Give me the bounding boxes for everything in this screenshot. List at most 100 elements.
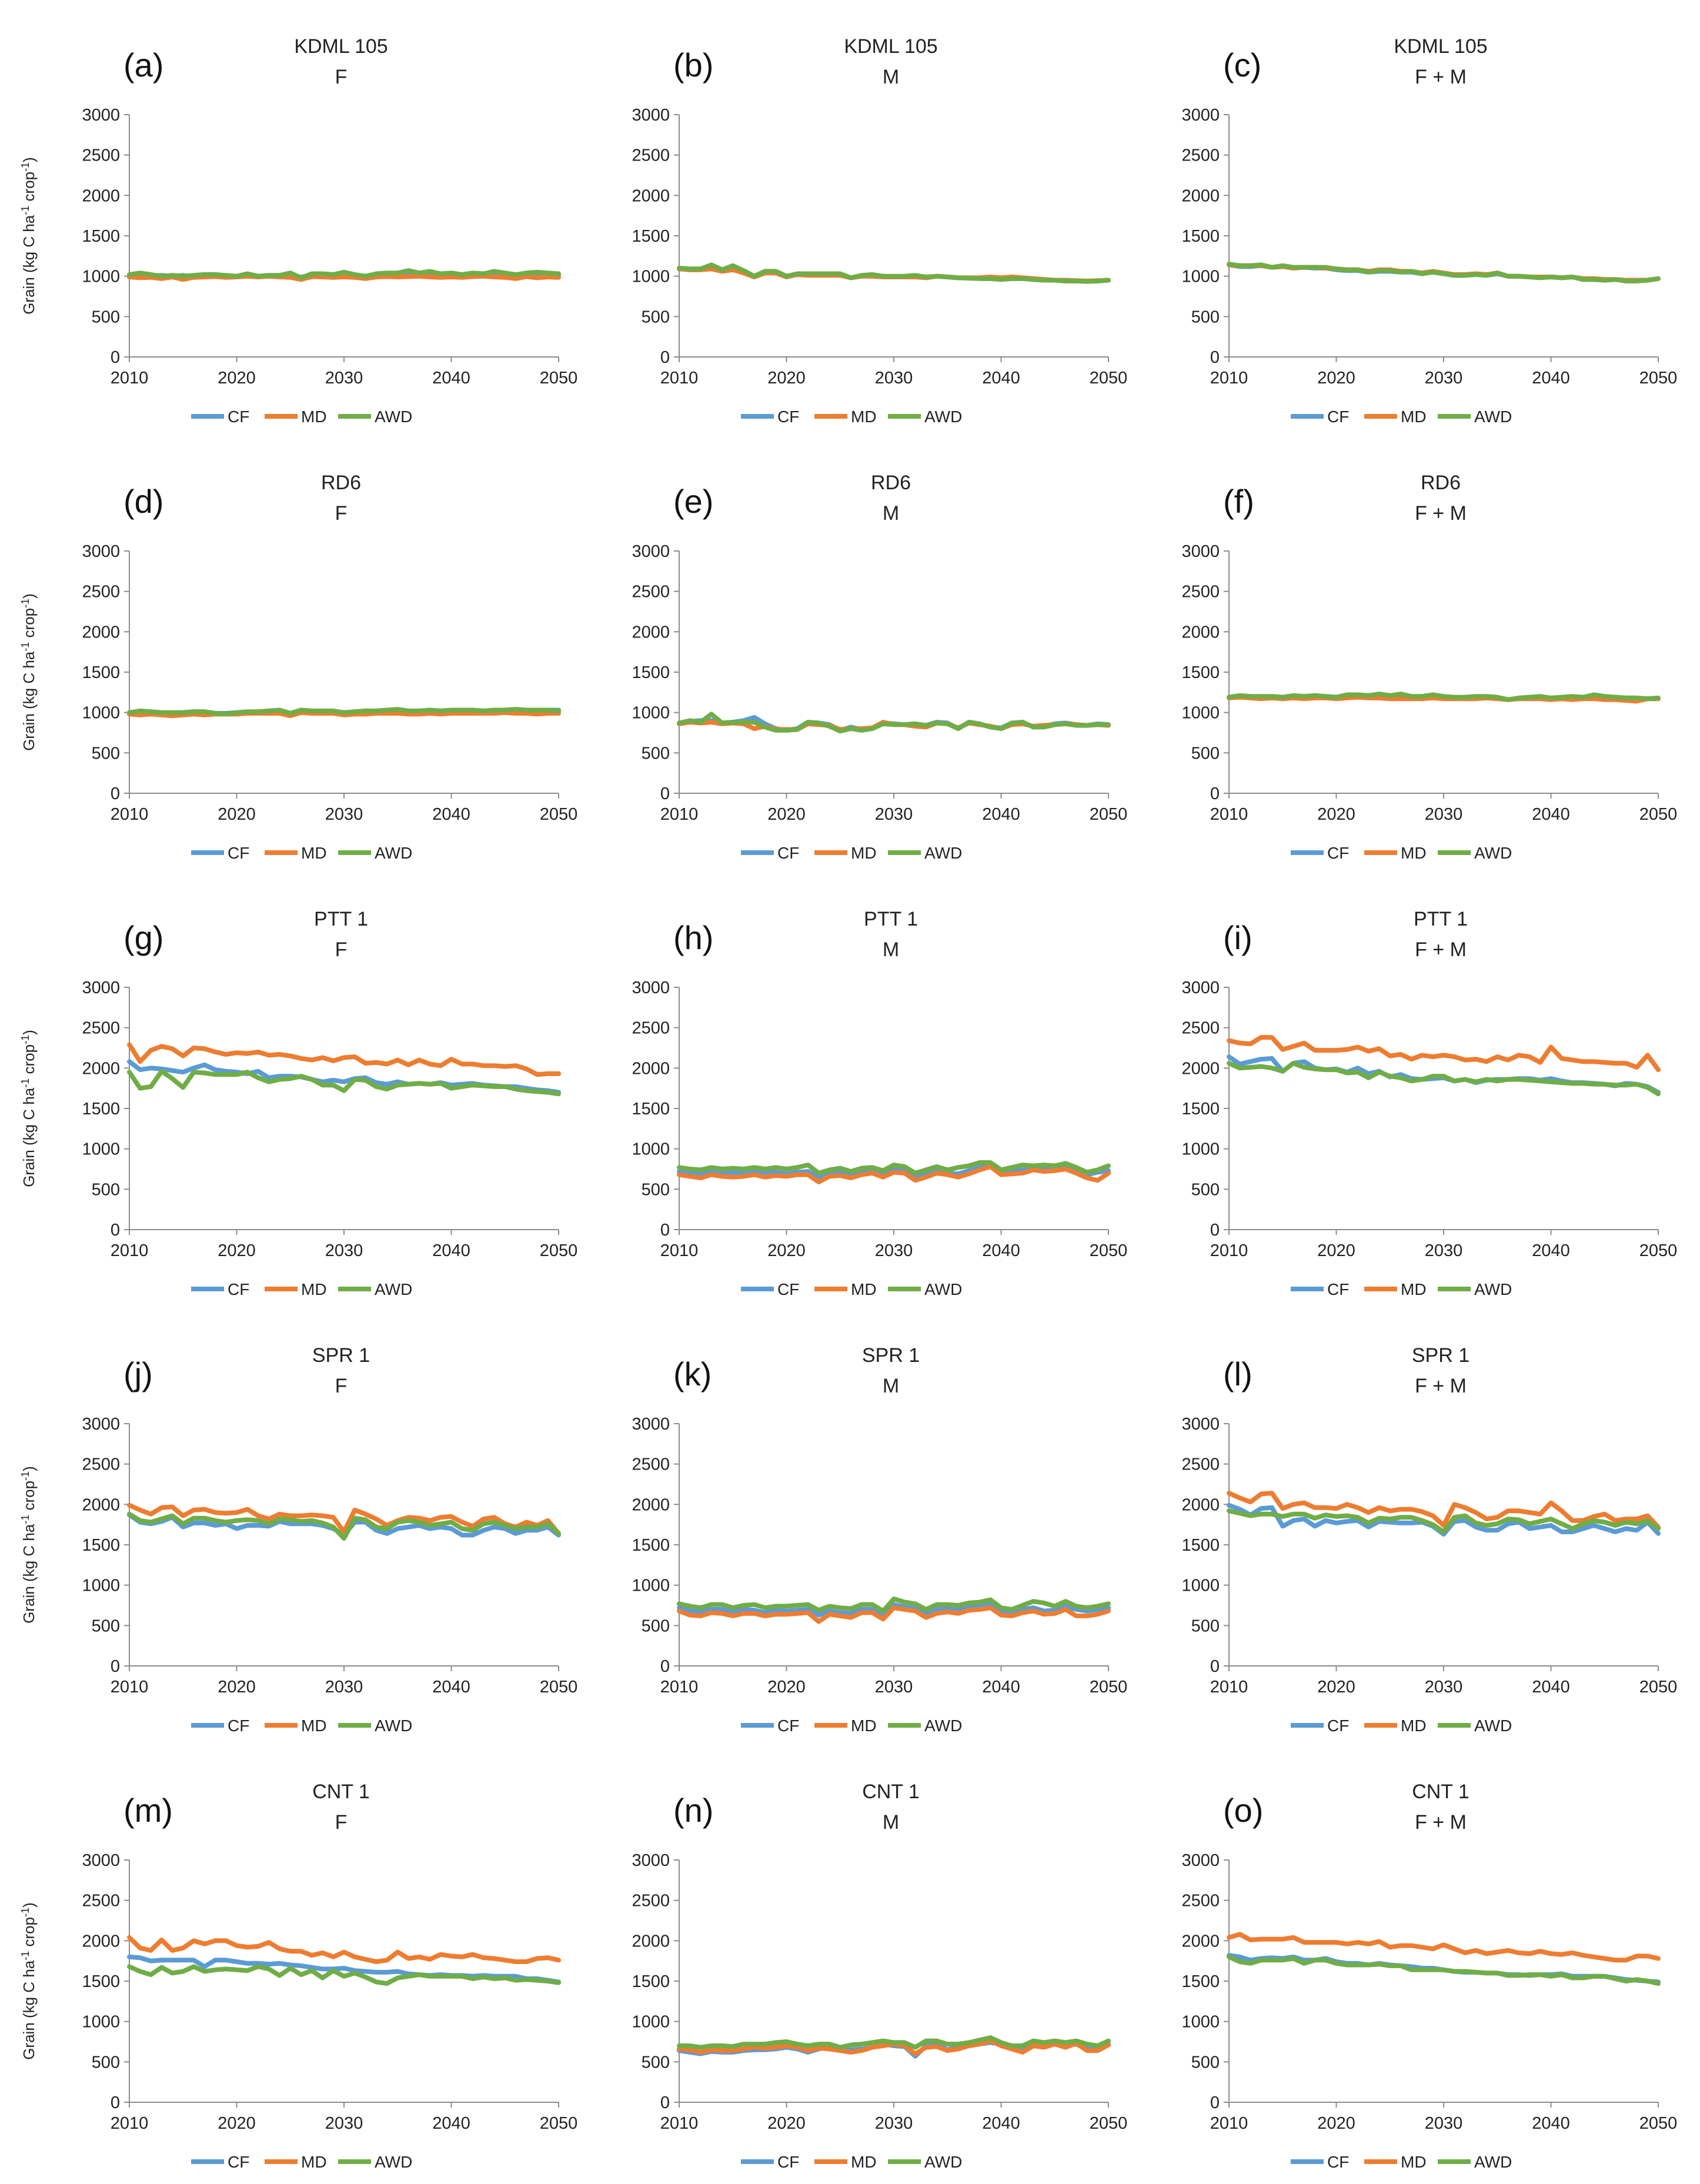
chart-svg-n: (n) CNT 1 M 0 500 1000 1500 2000 2500 3000 2010 202… [632,1781,1127,2171]
y-tick-label: 2500 [1181,146,1220,165]
series-line-awd [127,268,561,280]
y-tick-label: 1500 [1181,663,1220,682]
legend: CF MD AWD [1291,844,1512,862]
x-tick-label: 2020 [1317,805,1355,824]
x-tick-label: 2030 [325,369,363,388]
y-tick-label: 1500 [632,1972,670,1991]
chart-svg-c: (c) KDML 105 F + M 0 500 1000 1500 2000 2500 3000… [1181,35,1677,426]
series-line-md [1227,1932,1661,1963]
x-tick-label: 2040 [982,2114,1020,2133]
x-tick-label: 2040 [1532,1241,1570,1260]
x-tick-label: 2020 [767,1678,806,1697]
y-tick-label: 3000 [632,979,670,997]
chart-title-line1: KDML 105 [844,35,937,58]
y-tick-label: 3000 [1181,1851,1220,1870]
legend-label-cf: CF [1327,408,1349,426]
y-tick-label: 1000 [82,1140,120,1159]
chart-panel-k: (k) SPR 1 M 0 500 1000 1500 2000 2500 3000 2010 202… [550,1309,1127,1744]
y-tick-label: 2500 [1181,1019,1220,1038]
legend: CF MD AWD [191,2153,412,2171]
y-tick-label: 1000 [632,2013,670,2032]
y-tick-label: 2000 [1181,1932,1220,1951]
x-tick-label: 2050 [540,2114,578,2133]
chart-title-line2: F + M [1415,502,1467,525]
series-line-awd [1227,1061,1661,1097]
y-tick-label: 3000 [82,1851,120,1870]
panel-letter: (d) [123,483,163,520]
chart-panel-e: (e) RD6 M 0 500 1000 1500 2000 2500 3000 2010 2020 2… [550,436,1127,871]
series-line-awd [127,1068,561,1097]
legend-label-cf: CF [228,408,249,426]
x-tick-label: 2010 [660,2114,699,2133]
legend: CF MD AWD [1291,2153,1512,2171]
y-tick-label: 0 [1210,1221,1220,1240]
chart-title-line1: CNT 1 [862,1781,920,1803]
x-tick-label: 2020 [218,1241,256,1260]
chart-svg-o: (o) CNT 1 F + M 0 500 1000 1500 2000 2500 3000 201… [1181,1781,1677,2171]
y-tick-label: 1500 [82,1100,120,1118]
y-tick-label: 1000 [632,268,670,286]
series-line-awd [677,1597,1111,1614]
x-tick-label: 2030 [875,1678,913,1697]
chart-svg-j: (j) SPR 1 F Grain (kg C ha-1 crop-1) 0 500 100… [19,1344,577,1735]
y-tick-label: 0 [111,1221,120,1240]
y-tick-label: 500 [92,1180,120,1199]
y-tick-label: 1000 [632,1140,670,1159]
chart-svg-m: (m) CNT 1 F Grain (kg C ha-1 crop-1) 0 500 100… [19,1781,578,2171]
x-tick-label: 2050 [1090,1678,1128,1697]
chart-title-line2: F [335,66,348,88]
x-tick-label: 2040 [432,1241,470,1260]
x-tick-label: 2020 [218,369,256,388]
x-tick-label: 2010 [1210,2114,1248,2133]
chart-title-line1: RD6 [321,472,361,494]
x-tick-label: 2020 [218,2114,256,2133]
legend-label-md: MD [301,1280,327,1298]
chart-panel-d: (d) RD6 F Grain (kg C ha-1 crop-1) 0 500 1000 1… [0,436,577,871]
series-line-awd [1227,1508,1661,1534]
y-tick-label: 2000 [632,623,670,642]
panel-letter: (g) [123,919,163,956]
y-tick-label: 2500 [632,1455,670,1474]
panel-letter: (n) [673,1792,713,1829]
chart-title-line1: SPR 1 [1412,1344,1469,1367]
legend-label-awd: AWD [1474,2153,1512,2171]
chart-svg-e: (e) RD6 M 0 500 1000 1500 2000 2500 3000 2010 2020 2… [632,472,1127,862]
y-tick-label: 500 [642,1180,670,1199]
x-tick-label: 2010 [1210,1678,1248,1697]
y-tick-label: 500 [642,1617,670,1635]
chart-title-line1: SPR 1 [862,1344,920,1367]
chart-title-line2: F + M [1415,66,1467,88]
y-tick-label: 500 [1191,2053,1220,2072]
x-tick-label: 2010 [111,2114,149,2133]
legend: CF MD AWD [191,1280,412,1298]
series-line-md [127,1042,561,1077]
x-tick-label: 2020 [767,805,806,824]
legend-label-cf: CF [228,2153,249,2171]
y-tick-label: 500 [92,1617,120,1635]
chart-title-line2: F [335,502,348,525]
y-tick-label: 1500 [632,1536,670,1555]
series-line-md [1227,1035,1661,1073]
y-tick-label: 1000 [632,704,670,723]
y-tick-label: 1000 [82,268,120,286]
x-tick-label: 2040 [1532,369,1570,388]
x-tick-label: 2040 [982,1241,1020,1260]
y-tick-label: 3000 [82,979,120,997]
legend-label-cf: CF [1327,2153,1349,2171]
series-line-md [677,1605,1111,1624]
chart-title-line1: CNT 1 [312,1781,370,1803]
y-tick-label: 1500 [82,227,120,246]
chart-title-line2: F [335,1811,348,1834]
series-line-awd [1227,262,1661,283]
x-tick-label: 2020 [218,805,256,824]
legend-label-awd: AWD [924,2153,962,2171]
series-line-awd [127,1511,561,1541]
y-tick-label: 2000 [82,623,120,642]
x-tick-label: 2030 [325,2114,363,2133]
y-tick-label: 2000 [82,1495,120,1514]
y-tick-label: 500 [92,744,120,763]
x-tick-label: 2010 [111,1678,149,1697]
y-tick-label: 0 [111,2093,120,2112]
x-tick-label: 2040 [1532,2114,1570,2133]
y-axis-label: Grain (kg C ha-1 crop-1) [19,1030,38,1187]
